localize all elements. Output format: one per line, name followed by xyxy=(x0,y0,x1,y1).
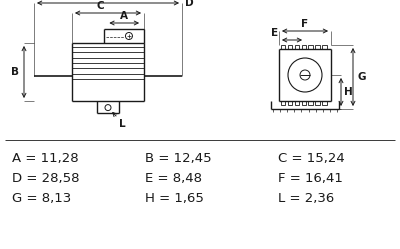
Text: F = 16,41: F = 16,41 xyxy=(278,172,343,185)
Text: C: C xyxy=(96,1,104,11)
Text: C = 15,24: C = 15,24 xyxy=(278,152,345,165)
Text: A = 11,28: A = 11,28 xyxy=(12,152,79,165)
Text: E: E xyxy=(271,28,278,38)
Text: L: L xyxy=(119,119,126,129)
Text: D: D xyxy=(185,0,194,8)
Text: H = 1,65: H = 1,65 xyxy=(145,192,204,205)
Text: B = 12,45: B = 12,45 xyxy=(145,152,212,165)
Text: A: A xyxy=(120,11,128,21)
Text: H: H xyxy=(344,87,353,97)
Text: B: B xyxy=(11,67,19,77)
Text: G = 8,13: G = 8,13 xyxy=(12,192,71,205)
Text: D = 28,58: D = 28,58 xyxy=(12,172,80,185)
Text: F: F xyxy=(302,19,308,29)
Text: E = 8,48: E = 8,48 xyxy=(145,172,202,185)
Text: L = 2,36: L = 2,36 xyxy=(278,192,334,205)
Text: G: G xyxy=(357,72,366,82)
